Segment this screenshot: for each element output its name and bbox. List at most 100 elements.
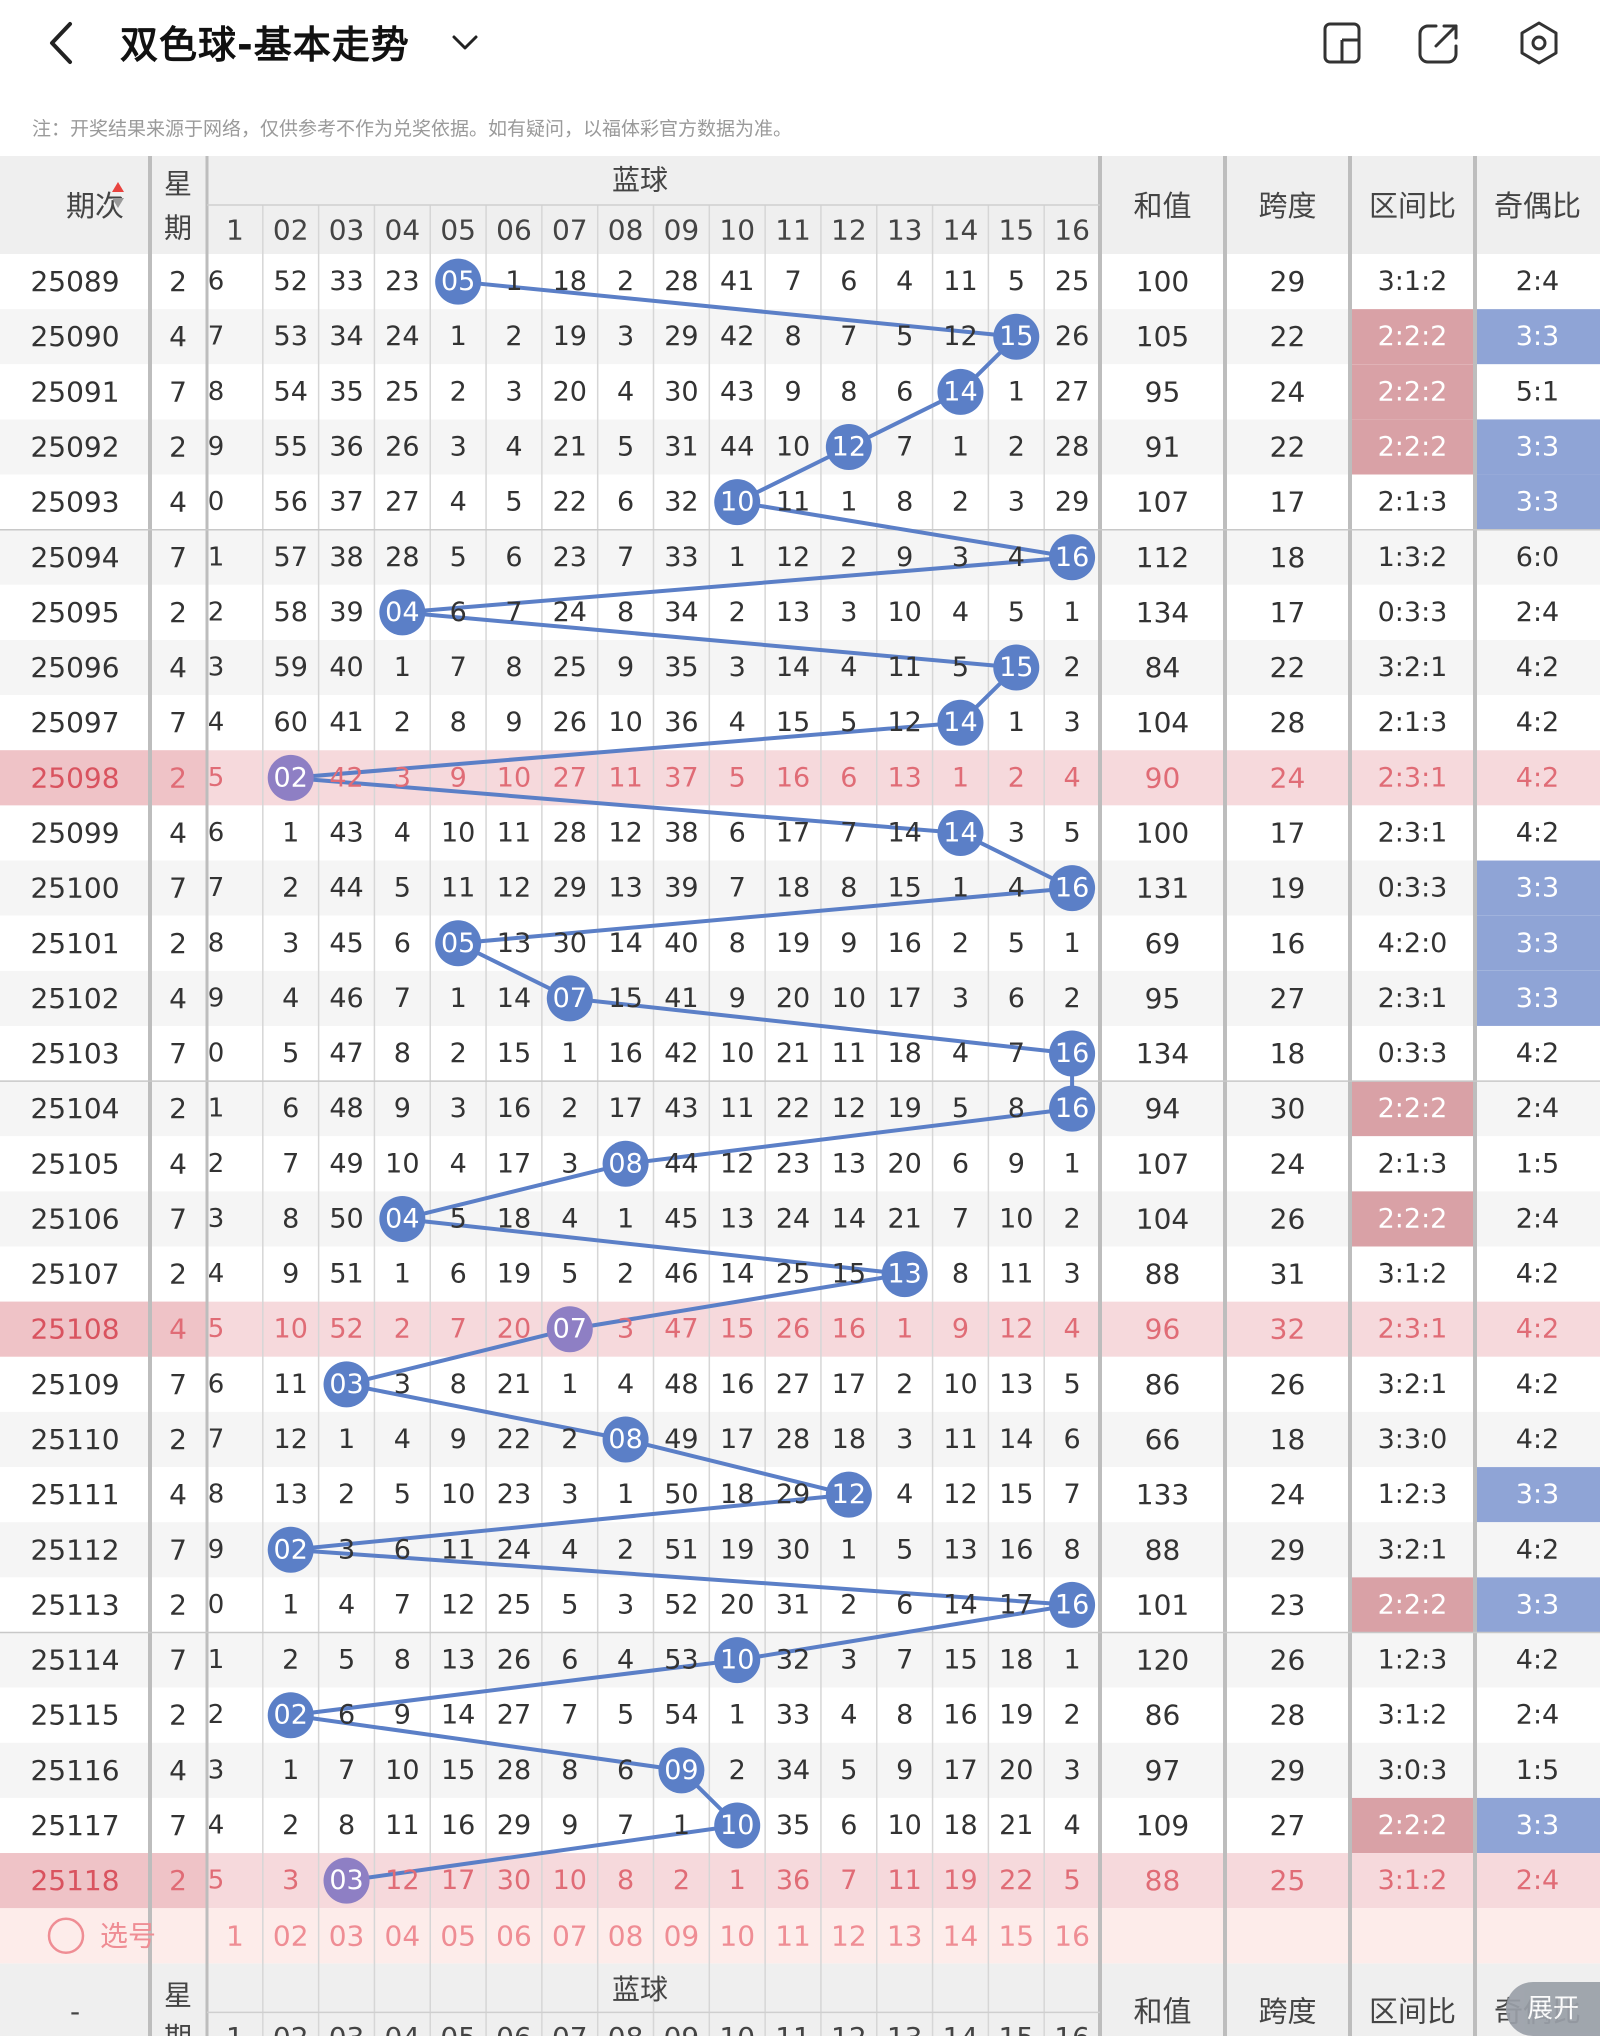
weekday-cell: 4 bbox=[169, 982, 187, 1015]
blue-cell: 37 bbox=[664, 762, 698, 793]
blue-cell: 8 bbox=[840, 376, 857, 407]
blue-cell: 10 bbox=[887, 1810, 921, 1841]
zone-ratio-cell: 2:1:3 bbox=[1378, 707, 1448, 738]
sum-cell: 90 bbox=[1145, 761, 1181, 794]
back-arrow-icon[interactable] bbox=[40, 18, 84, 68]
blue-cell: 6 bbox=[450, 597, 467, 628]
blue-ball-number: 04 bbox=[385, 1203, 419, 1234]
header-issue: 期次 bbox=[66, 189, 124, 223]
select-number: 09 bbox=[664, 1919, 700, 1952]
sort-icon[interactable] bbox=[112, 198, 124, 208]
blue-cell: 1 bbox=[282, 1755, 299, 1786]
select-number: 08 bbox=[608, 1919, 644, 1952]
blue-cell: 2 bbox=[952, 928, 969, 959]
select-row[interactable] bbox=[0, 1908, 1600, 1964]
blue-cell: 4 bbox=[729, 707, 746, 738]
blue-cell: 4 bbox=[505, 431, 522, 462]
sum-cell: 88 bbox=[1145, 1864, 1181, 1897]
blue-cell: 11 bbox=[999, 1259, 1033, 1290]
blue-cell: 1 bbox=[952, 431, 969, 462]
zone-ratio-cell: 2:3:1 bbox=[1378, 762, 1448, 793]
blue-cell: 5 bbox=[1008, 928, 1025, 959]
blue-number-footer: 06 bbox=[496, 2021, 532, 2036]
weekday-cell: 2 bbox=[169, 1588, 187, 1621]
blue-cell: 14 bbox=[887, 817, 921, 848]
blue-ball-number: 07 bbox=[553, 983, 587, 1014]
blue-cell: 10 bbox=[441, 1479, 475, 1510]
blue-cell: 20 bbox=[999, 1755, 1033, 1786]
sort-icon[interactable] bbox=[112, 182, 124, 192]
layout-icon[interactable] bbox=[1318, 18, 1368, 68]
weekday-cell: 2 bbox=[169, 1092, 187, 1125]
span-cell: 24 bbox=[1270, 1147, 1306, 1180]
radio-circle-icon[interactable] bbox=[47, 1917, 85, 1955]
blue-cell: 11 bbox=[385, 1810, 419, 1841]
blue-cell: 2 bbox=[282, 1645, 299, 1676]
blue-cell: 50 bbox=[329, 1203, 363, 1234]
settings-icon[interactable] bbox=[1514, 18, 1564, 68]
blue-cell: 3 bbox=[561, 1148, 578, 1179]
footer-blue: 蓝球 bbox=[612, 1973, 668, 2006]
page-title[interactable]: 双色球-基本走势 bbox=[120, 23, 410, 67]
blue-cell: 2 bbox=[450, 376, 467, 407]
blue-number-footer: 10 bbox=[719, 2021, 755, 2036]
share-icon[interactable] bbox=[1414, 18, 1464, 68]
blue-ball bbox=[546, 1306, 593, 1353]
blue-cell: 35 bbox=[776, 1810, 810, 1841]
zone-ratio-cell: 1:2:3 bbox=[1378, 1645, 1448, 1676]
blue-cell: 4 bbox=[952, 1038, 969, 1069]
blue-number-footer: 14 bbox=[943, 2021, 979, 2036]
expand-button[interactable]: 展开 bbox=[1506, 1982, 1600, 2036]
span-cell: 18 bbox=[1270, 1037, 1306, 1070]
blue-number-header: 07 bbox=[552, 214, 588, 247]
blue-number-header: 11 bbox=[775, 214, 811, 247]
blue-cell: 37 bbox=[329, 487, 363, 518]
blue-cell: 6 bbox=[617, 1755, 634, 1786]
span-cell: 29 bbox=[1270, 1533, 1306, 1566]
blue-cell: 3 bbox=[208, 1755, 225, 1785]
issue-number: 25111 bbox=[30, 1478, 119, 1511]
blue-cell: 4 bbox=[1064, 1314, 1081, 1345]
blue-cell: 49 bbox=[664, 1424, 698, 1455]
blue-cell: 12 bbox=[608, 817, 642, 848]
blue-cell: 12 bbox=[497, 873, 531, 904]
sum-cell: 100 bbox=[1136, 265, 1189, 298]
blue-cell: 15 bbox=[441, 1755, 475, 1786]
table-row bbox=[0, 1081, 1600, 1137]
blue-cell: 16 bbox=[999, 1534, 1033, 1565]
issue-number: 25113 bbox=[30, 1588, 119, 1621]
blue-cell: 40 bbox=[664, 928, 698, 959]
header-odd-even: 奇偶比 bbox=[1494, 189, 1581, 223]
blue-cell: 1 bbox=[208, 1645, 225, 1675]
blue-cell: 27 bbox=[1055, 376, 1089, 407]
sum-cell: 101 bbox=[1136, 1588, 1189, 1621]
disclaimer-note: 注：开奖结果来源于网络，仅供参考不作为兑奖依据。如有疑问，以福体彩官方数据为准。 bbox=[32, 118, 793, 140]
blue-cell: 5 bbox=[338, 1645, 355, 1676]
blue-cell: 11 bbox=[887, 652, 921, 683]
table-row bbox=[0, 750, 1600, 806]
blue-cell: 20 bbox=[776, 983, 810, 1014]
zone-ratio-cell: 2:1:3 bbox=[1378, 1148, 1448, 1179]
table-row bbox=[0, 1356, 1600, 1412]
blue-cell: 12 bbox=[887, 707, 921, 738]
zone-ratio-cell: 3:2:1 bbox=[1378, 1369, 1448, 1400]
blue-cell: 23 bbox=[385, 266, 419, 297]
blue-cell: 26 bbox=[1055, 321, 1089, 352]
blue-ball-number: 16 bbox=[1055, 1093, 1089, 1124]
blue-ball-number: 08 bbox=[608, 1148, 642, 1179]
chevron-down-icon[interactable] bbox=[448, 28, 482, 56]
blue-cell: 3 bbox=[282, 928, 299, 959]
blue-cell: 34 bbox=[664, 597, 698, 628]
weekday-cell: 7 bbox=[169, 1037, 187, 1070]
odd-even-highlight bbox=[1477, 915, 1600, 971]
table-row bbox=[0, 1687, 1600, 1743]
blue-cell: 17 bbox=[943, 1755, 977, 1786]
blue-ball-number: 12 bbox=[832, 1479, 866, 1510]
blue-cell: 15 bbox=[887, 873, 921, 904]
issue-number: 25092 bbox=[30, 430, 119, 463]
blue-cell: 6 bbox=[896, 376, 913, 407]
blue-cell: 11 bbox=[943, 266, 977, 297]
blue-ball-number: 05 bbox=[441, 928, 475, 959]
odd-even-cell: 4:2 bbox=[1516, 652, 1559, 683]
blue-cell: 12 bbox=[385, 1865, 419, 1896]
